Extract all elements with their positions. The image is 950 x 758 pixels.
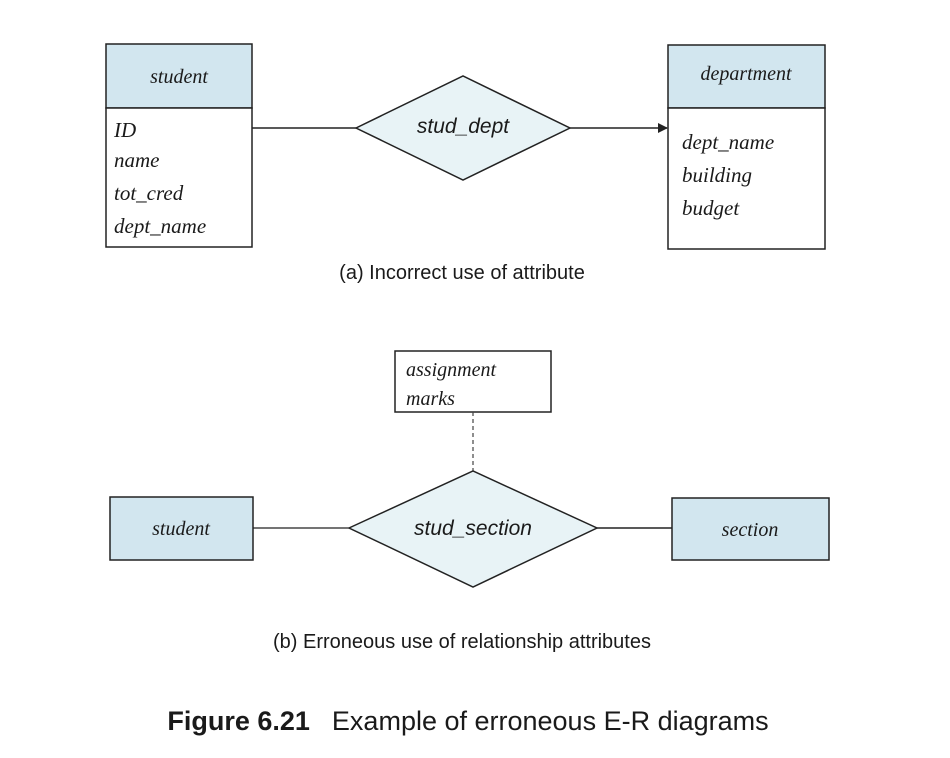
student-attr-dept-name: dept_name	[114, 214, 206, 238]
diagram-a: student ID name tot_cred dept_name stud_…	[106, 44, 825, 284]
diagram-b: assignment marks student stud_section se…	[110, 351, 829, 653]
relationship-stud-section: stud_section	[349, 471, 597, 587]
relationship-label-stud-dept: stud_dept	[417, 115, 510, 138]
caption-diagram-b: (b) Erroneous use of relationship attrib…	[273, 631, 651, 653]
caption-diagram-a: (a) Incorrect use of attribute	[339, 262, 585, 284]
department-attr-budget: budget	[682, 196, 740, 220]
entity-section: section	[672, 498, 829, 560]
entity-student-a: student ID name tot_cred dept_name	[106, 44, 252, 247]
department-attr-building: building	[682, 163, 752, 187]
relationship-stud-dept: stud_dept	[356, 76, 570, 180]
entity-title-student-a: student	[150, 66, 208, 88]
entity-title-department: department	[700, 63, 792, 85]
entity-department: department dept_name building budget	[668, 45, 825, 249]
department-attr-dept-name: dept_name	[682, 130, 774, 154]
student-attr-id: ID	[113, 118, 136, 142]
student-attr-tot-cred: tot_cred	[114, 181, 184, 205]
entity-student-b: student	[110, 497, 253, 560]
relationship-label-stud-section: stud_section	[414, 517, 532, 540]
student-attr-name: name	[114, 148, 160, 172]
relationship-attr-marks: marks	[406, 388, 455, 410]
entity-title-student-b: student	[152, 518, 210, 540]
figure-title: Example of erroneous E-R diagrams	[332, 706, 769, 736]
relationship-attr-assignment: assignment	[406, 359, 496, 381]
figure-caption: Figure 6.21 Example of erroneous E-R diag…	[167, 706, 768, 736]
entity-title-section: section	[722, 519, 779, 541]
figure-label: Figure 6.21	[167, 706, 310, 736]
relationship-attribute-box: assignment marks	[395, 351, 551, 412]
